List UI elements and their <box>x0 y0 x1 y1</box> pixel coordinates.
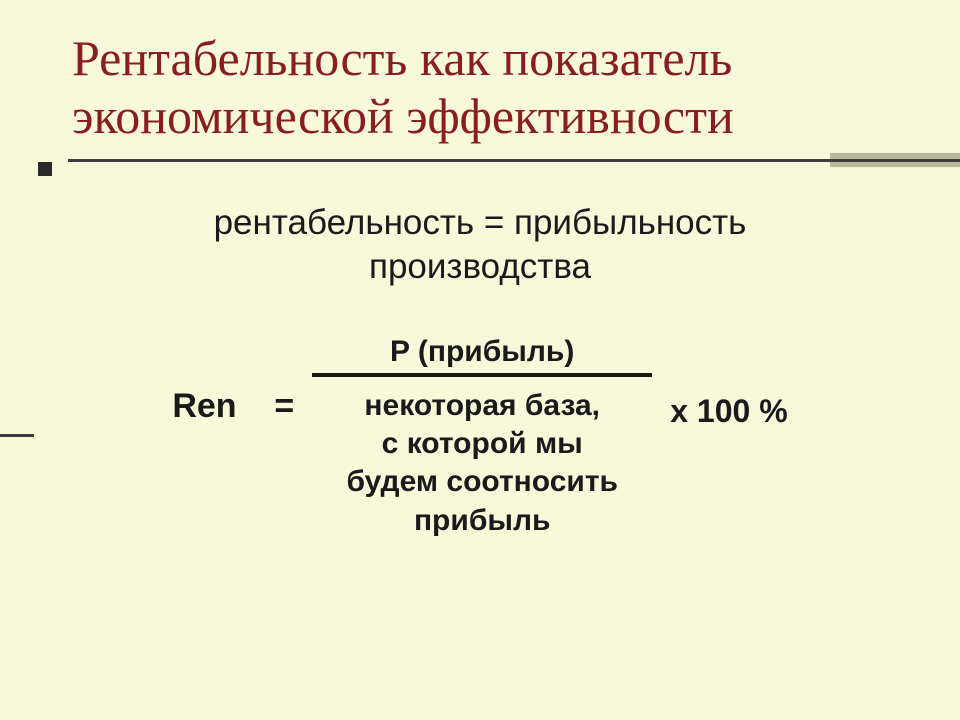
title-line-1: Рентабельность как показатель <box>72 30 732 86</box>
title-line-2: экономической эффективности <box>72 88 734 144</box>
formula-rhs: х 100 % <box>670 335 787 430</box>
formula-fraction: P (прибыль) некоторая база, с которой мы… <box>312 335 652 541</box>
title-underline <box>68 153 960 171</box>
slide-title: Рентабельность как показатель экономичес… <box>72 30 888 145</box>
denom-line-3: будем соотносить <box>346 465 618 498</box>
denom-line-4: прибыль <box>414 504 551 537</box>
denom-line-1: некоторая база, <box>364 389 600 422</box>
slide: Рентабельность как показатель экономичес… <box>0 0 960 720</box>
title-underline-main <box>68 159 960 162</box>
title-bullet-icon <box>38 162 52 176</box>
left-stub-rule <box>0 434 34 437</box>
formula: Ren = P (прибыль) некоторая база, с кото… <box>72 335 888 541</box>
formula-lhs: Ren = <box>172 335 294 426</box>
denom-line-2: с которой мы <box>382 427 583 460</box>
subtitle: рентабельность = прибыльность производст… <box>72 201 888 289</box>
formula-denominator: некоторая база, с которой мы будем соотн… <box>346 377 618 541</box>
formula-numerator: P (прибыль) <box>390 335 574 373</box>
subtitle-line-2: производства <box>369 247 591 286</box>
subtitle-line-1: рентабельность = прибыльность <box>214 203 747 242</box>
